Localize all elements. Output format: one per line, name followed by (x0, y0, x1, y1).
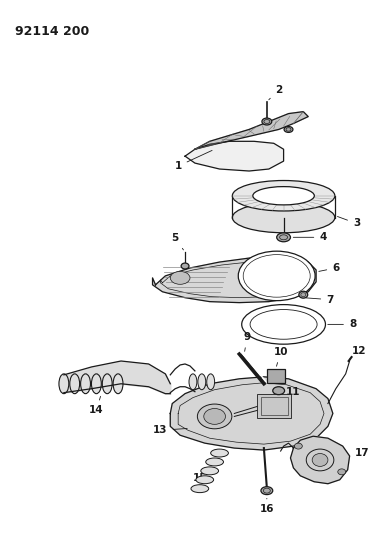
Ellipse shape (207, 374, 215, 390)
Ellipse shape (70, 374, 80, 394)
Text: 12: 12 (350, 346, 367, 359)
Ellipse shape (197, 404, 232, 429)
Polygon shape (185, 141, 284, 171)
Text: 9: 9 (243, 332, 251, 351)
Text: 92114 200: 92114 200 (15, 25, 89, 37)
Ellipse shape (261, 487, 273, 495)
Ellipse shape (59, 374, 69, 394)
Ellipse shape (299, 291, 308, 298)
Polygon shape (290, 436, 350, 484)
Ellipse shape (113, 374, 123, 394)
Ellipse shape (91, 374, 101, 394)
Bar (257, 394, 291, 418)
Ellipse shape (198, 374, 206, 390)
Ellipse shape (191, 484, 209, 492)
Text: 10: 10 (273, 347, 288, 366)
Ellipse shape (189, 374, 197, 390)
Ellipse shape (201, 467, 218, 475)
Bar (261, 397, 288, 415)
Ellipse shape (262, 118, 272, 125)
Ellipse shape (81, 374, 90, 394)
Text: 1: 1 (175, 150, 212, 171)
Text: 7: 7 (306, 295, 334, 305)
Text: 3: 3 (338, 216, 360, 229)
Ellipse shape (238, 251, 315, 301)
Ellipse shape (232, 203, 335, 233)
Ellipse shape (206, 458, 223, 466)
Polygon shape (170, 377, 333, 450)
Ellipse shape (196, 476, 214, 484)
Ellipse shape (232, 181, 335, 211)
Text: 6: 6 (319, 263, 339, 273)
Polygon shape (153, 257, 316, 303)
Ellipse shape (277, 233, 290, 242)
Text: 4: 4 (293, 232, 327, 243)
Text: 11: 11 (279, 386, 301, 397)
Text: 13: 13 (153, 425, 187, 435)
Ellipse shape (253, 187, 314, 205)
Text: 16: 16 (260, 498, 274, 514)
Text: 5: 5 (172, 233, 183, 250)
Text: 15: 15 (192, 473, 213, 483)
Bar (267, 369, 285, 383)
Text: 8: 8 (328, 319, 356, 329)
Text: 14: 14 (89, 397, 104, 416)
Text: 17: 17 (348, 448, 370, 458)
Text: 2: 2 (269, 85, 282, 100)
Ellipse shape (211, 449, 228, 457)
Ellipse shape (204, 408, 225, 424)
Ellipse shape (170, 271, 190, 284)
Ellipse shape (338, 469, 345, 475)
Ellipse shape (294, 443, 302, 449)
Ellipse shape (102, 374, 112, 394)
Polygon shape (195, 111, 308, 149)
Ellipse shape (273, 387, 285, 394)
Ellipse shape (284, 126, 293, 132)
Ellipse shape (181, 263, 189, 269)
Ellipse shape (312, 454, 328, 466)
